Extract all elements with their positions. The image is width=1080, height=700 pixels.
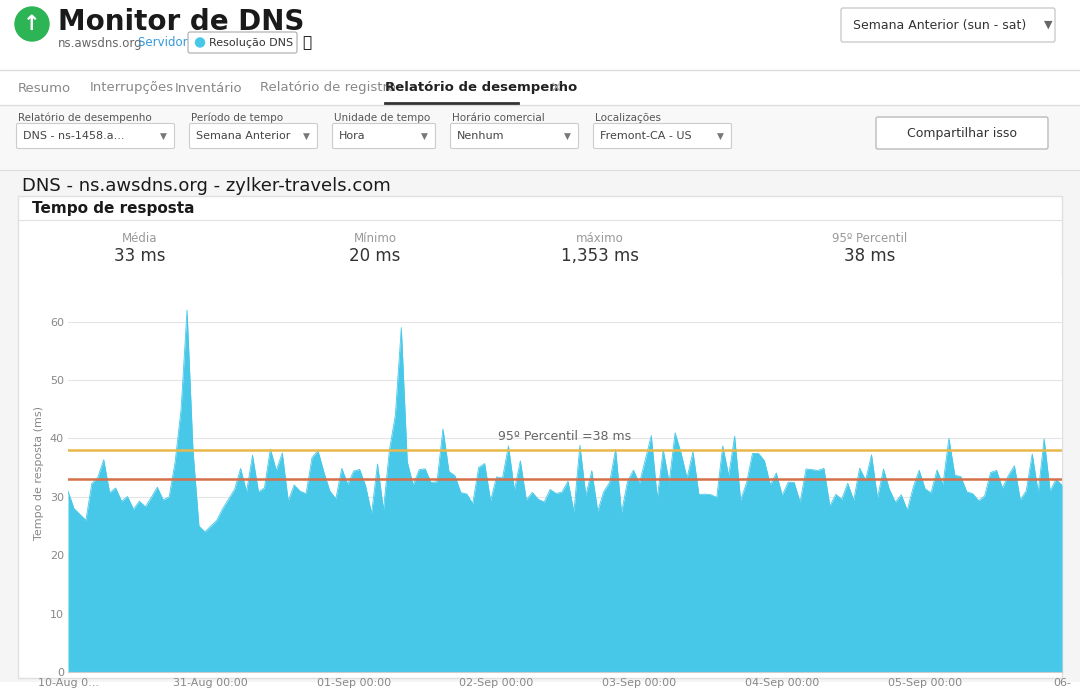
Text: 20 ms: 20 ms bbox=[349, 247, 401, 265]
Text: ▼: ▼ bbox=[1043, 20, 1052, 30]
FancyBboxPatch shape bbox=[189, 123, 318, 148]
Circle shape bbox=[15, 7, 49, 41]
Text: Hora: Hora bbox=[339, 131, 366, 141]
Text: Resolução DNS: Resolução DNS bbox=[210, 38, 293, 48]
Text: 95º Percentil: 95º Percentil bbox=[833, 232, 907, 244]
FancyBboxPatch shape bbox=[594, 123, 731, 148]
Text: Semana Anterior: Semana Anterior bbox=[195, 131, 291, 141]
Text: máximo: máximo bbox=[576, 232, 624, 244]
Text: Servidor dns: Servidor dns bbox=[138, 36, 213, 50]
FancyBboxPatch shape bbox=[450, 123, 579, 148]
Text: ▼: ▼ bbox=[302, 132, 310, 141]
Text: 1,353 ms: 1,353 ms bbox=[561, 247, 639, 265]
FancyBboxPatch shape bbox=[333, 123, 435, 148]
Y-axis label: Tempo de resposta (ms): Tempo de resposta (ms) bbox=[35, 407, 44, 540]
Text: ▼: ▼ bbox=[420, 132, 428, 141]
FancyBboxPatch shape bbox=[18, 196, 1062, 678]
Text: Unidade de tempo: Unidade de tempo bbox=[334, 113, 430, 123]
Text: Horário comercial: Horário comercial bbox=[453, 113, 544, 123]
Text: Localizações: Localizações bbox=[595, 113, 661, 123]
Text: Compartilhar isso: Compartilhar isso bbox=[907, 127, 1017, 139]
Text: ▼: ▼ bbox=[716, 132, 724, 141]
Text: Fremont-CA - US: Fremont-CA - US bbox=[600, 131, 691, 141]
FancyBboxPatch shape bbox=[188, 32, 297, 53]
Text: 33 ms: 33 ms bbox=[114, 247, 165, 265]
Bar bbox=[0, 0, 1080, 70]
Text: Mínimo: Mínimo bbox=[353, 232, 396, 244]
Text: Nenhum: Nenhum bbox=[457, 131, 504, 141]
Text: ns.awsdns.org: ns.awsdns.org bbox=[58, 36, 143, 50]
Text: Relatório de registro: Relatório de registro bbox=[260, 81, 396, 94]
Text: ▼: ▼ bbox=[160, 132, 166, 141]
Text: DNS - ns.awsdns.org - zylker-travels.com: DNS - ns.awsdns.org - zylker-travels.com bbox=[22, 177, 391, 195]
Text: Interrupções: Interrupções bbox=[90, 81, 174, 94]
Text: 🏷: 🏷 bbox=[302, 35, 311, 50]
Text: Relatório de desempenho: Relatório de desempenho bbox=[18, 113, 152, 123]
Text: DNS - ns-1458.a...: DNS - ns-1458.a... bbox=[23, 131, 124, 141]
Text: Período de tempo: Período de tempo bbox=[191, 113, 283, 123]
Text: Resumo: Resumo bbox=[18, 81, 71, 94]
Text: 95º Percentil =38 ms: 95º Percentil =38 ms bbox=[498, 430, 631, 443]
FancyBboxPatch shape bbox=[876, 117, 1048, 149]
Bar bbox=[0, 70, 1080, 105]
Text: Monitor de DNS: Monitor de DNS bbox=[58, 8, 305, 36]
FancyBboxPatch shape bbox=[841, 8, 1055, 42]
Text: ×: × bbox=[550, 80, 563, 95]
Text: ↑: ↑ bbox=[24, 14, 41, 34]
Circle shape bbox=[195, 38, 204, 47]
Text: ▼: ▼ bbox=[564, 132, 570, 141]
Text: Relatório de desempenho: Relatório de desempenho bbox=[384, 81, 577, 94]
Text: Semana Anterior (sun - sat): Semana Anterior (sun - sat) bbox=[853, 18, 1026, 32]
Text: Média: Média bbox=[122, 232, 158, 244]
Text: Tempo de resposta: Tempo de resposta bbox=[32, 200, 194, 216]
Text: Inventário: Inventário bbox=[175, 81, 243, 94]
Text: 38 ms: 38 ms bbox=[845, 247, 895, 265]
FancyBboxPatch shape bbox=[16, 123, 175, 148]
Bar bbox=[0, 170, 1080, 682]
Bar bbox=[0, 105, 1080, 170]
